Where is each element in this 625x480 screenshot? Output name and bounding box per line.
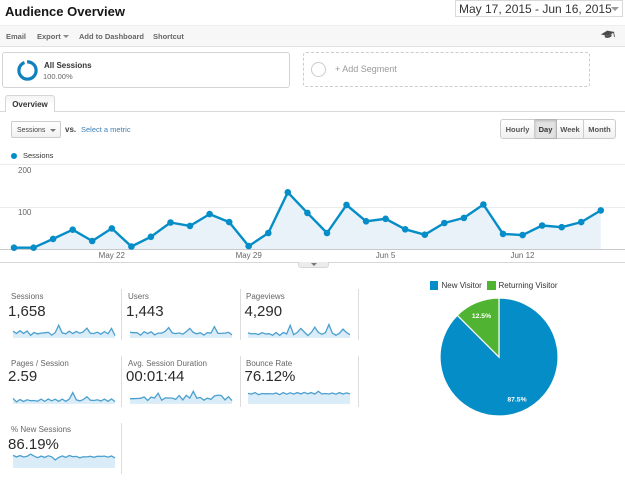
- svg-text:12.5%: 12.5%: [472, 313, 491, 320]
- svg-text:87.5%: 87.5%: [507, 397, 526, 404]
